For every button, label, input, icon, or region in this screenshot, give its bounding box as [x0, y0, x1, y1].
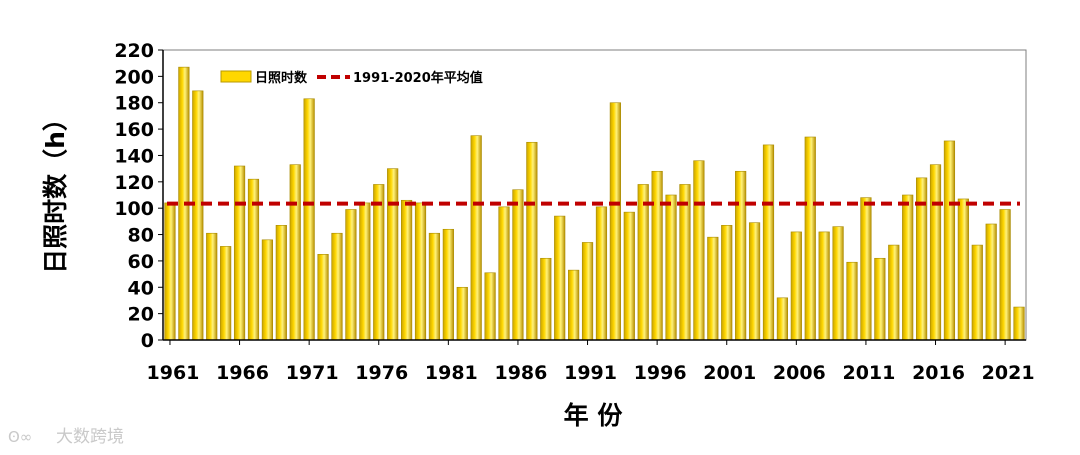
x-tick-label-1986: 1986 — [494, 362, 547, 384]
y-tick-label-220: 220 — [114, 40, 154, 62]
legend-label-mean-line: 1991-2020年平均值 — [353, 70, 483, 86]
bar-1975 — [359, 202, 371, 341]
bar-2020 — [985, 223, 997, 341]
y-axis-title: 日照时数（h） — [41, 106, 70, 274]
watermark-logo-icon: ʘ∞ — [8, 428, 32, 446]
bar-1968 — [261, 239, 273, 341]
bar-2002 — [735, 170, 747, 341]
bar-1992 — [595, 206, 608, 341]
bar-1991 — [581, 242, 594, 341]
bar-1981 — [442, 228, 454, 341]
bar-1974 — [345, 209, 357, 341]
bars-group — [164, 66, 1025, 341]
x-tick-label-1966: 1966 — [216, 362, 269, 384]
x-tick-label-2001: 2001 — [703, 362, 756, 384]
bar-1987 — [526, 141, 538, 341]
bar-1971 — [303, 98, 315, 341]
bar-1985 — [498, 206, 510, 341]
bar-1979 — [414, 202, 427, 341]
legend-label-sunshine: 日照时数 — [255, 70, 308, 86]
bar-2000 — [707, 236, 719, 341]
bar-1996 — [651, 170, 663, 341]
y-tick-label-60: 60 — [128, 251, 154, 273]
axes-group — [158, 49, 1026, 345]
y-tick-label-140: 140 — [114, 145, 154, 167]
bar-1969 — [275, 225, 287, 341]
y-tick-label-160: 160 — [114, 119, 154, 141]
bar-2008 — [818, 231, 830, 341]
bar-1964 — [206, 232, 218, 341]
bar-1961 — [164, 202, 176, 341]
legend: 日照时数 1991-2020年平均值 — [220, 70, 483, 86]
watermark-text: 大数跨境 — [56, 427, 124, 447]
bar-1972 — [317, 254, 329, 341]
x-tick-label-1996: 1996 — [634, 362, 687, 384]
bar-2019 — [971, 244, 983, 341]
watermark: ʘ∞ 大数跨境 — [8, 427, 124, 447]
y-tick-label-100: 100 — [114, 198, 154, 220]
bar-1990 — [568, 269, 580, 341]
bar-2011 — [860, 197, 872, 341]
bar-1982 — [456, 286, 468, 341]
bar-1965 — [220, 246, 232, 341]
y-tick-label-200: 200 — [114, 66, 154, 88]
x-tick-label-2006: 2006 — [773, 362, 826, 384]
bar-1973 — [331, 232, 343, 341]
bar-2006 — [790, 231, 802, 341]
y-tick-label-180: 180 — [114, 93, 154, 115]
bar-1989 — [554, 215, 566, 341]
y-tick-label-20: 20 — [128, 304, 154, 326]
bar-1998 — [679, 184, 691, 341]
bar-1993 — [609, 102, 621, 341]
y-tick-label-120: 120 — [114, 172, 154, 194]
x-axis-title: 年 份 — [564, 401, 623, 430]
legend-swatch-sunshine — [220, 70, 252, 83]
y-tick-label-0: 0 — [141, 330, 154, 352]
bar-2012 — [874, 257, 886, 341]
bar-1983 — [470, 135, 482, 341]
x-tick-label-1971: 1971 — [286, 362, 339, 384]
x-tick-label-1976: 1976 — [355, 362, 408, 384]
bar-1995 — [637, 184, 649, 341]
x-tick-label-1961: 1961 — [147, 362, 200, 384]
bar-2010 — [846, 261, 858, 341]
bar-1997 — [665, 194, 677, 341]
bar-1976 — [373, 184, 385, 341]
y-tick-label-40: 40 — [128, 277, 154, 299]
bar-2003 — [748, 222, 761, 341]
bar-2013 — [888, 244, 900, 341]
bar-2018 — [957, 198, 969, 341]
bar-2022 — [1013, 306, 1025, 341]
bar-2014 — [902, 194, 914, 341]
bar-2017 — [943, 140, 956, 341]
bar-2001 — [721, 225, 733, 341]
bar-1988 — [540, 257, 552, 341]
bar-1977 — [387, 168, 399, 341]
bar-1986 — [512, 189, 524, 341]
bar-1994 — [623, 211, 635, 341]
bar-2021 — [999, 209, 1011, 341]
x-tick-label-1981: 1981 — [425, 362, 478, 384]
bar-1970 — [289, 164, 301, 341]
x-tick-labels: 1961 1966 1971 1976 1981 1986 1991 1996 2001 2006… — [147, 362, 1035, 384]
bar-2004 — [762, 144, 775, 341]
bar-2007 — [804, 136, 816, 341]
bar-2016 — [929, 164, 942, 341]
x-tick-label-1991: 1991 — [564, 362, 617, 384]
bar-2009 — [832, 226, 844, 341]
x-tick-label-2016: 2016 — [912, 362, 965, 384]
y-tick-label-80: 80 — [128, 225, 154, 247]
x-tick-label-2011: 2011 — [842, 362, 895, 384]
bar-1963 — [192, 90, 204, 341]
bar-1984 — [484, 272, 496, 341]
x-tick-label-2021: 2021 — [982, 362, 1035, 384]
bar-1980 — [428, 232, 441, 341]
bar-1999 — [693, 160, 705, 341]
bar-2005 — [776, 297, 788, 341]
bar-1966 — [233, 165, 246, 341]
y-tick-labels: 0 20 40 60 80 100 120 140 160 180 200 220 — [114, 40, 154, 352]
bar-1978 — [400, 199, 413, 341]
